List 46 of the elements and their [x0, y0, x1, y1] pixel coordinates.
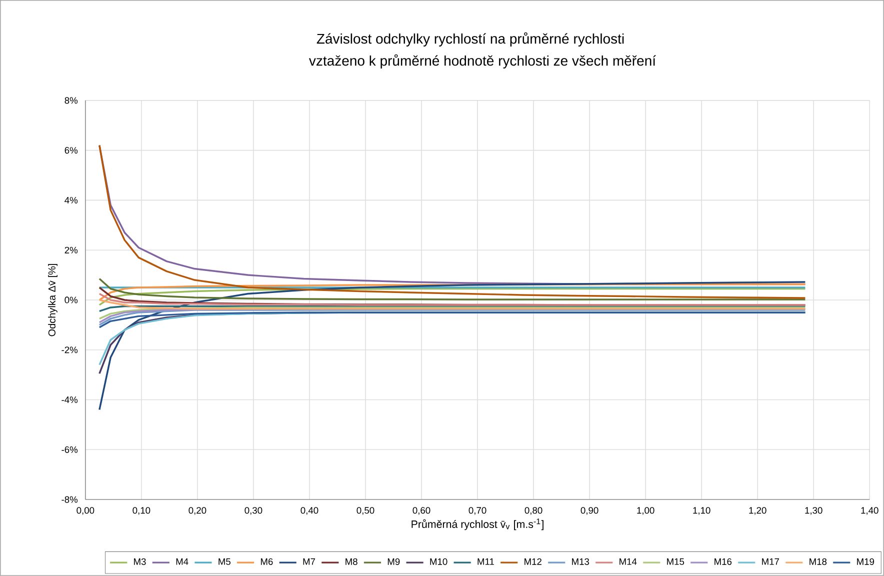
x-tick-label: 0,50 [356, 507, 374, 515]
x-tick-label: 0,80 [524, 507, 542, 515]
legend-label: M9 [388, 558, 400, 565]
x-tick-label: 1,40 [861, 507, 878, 515]
x-tick-label: 1,10 [693, 507, 710, 515]
x-tick-label: 0,40 [300, 507, 318, 515]
legend-label: M12 [524, 558, 542, 565]
legend-label: M17 [762, 558, 779, 565]
legend-label: M16 [714, 558, 732, 565]
x-tick-label: 0,30 [244, 507, 262, 515]
chart-subtitle: vztaženo k průměrné hodnotě rychlosti ze všech měření [308, 54, 656, 69]
x-tick-label: 1,20 [749, 507, 766, 515]
x-tick-label: 0,70 [468, 507, 486, 515]
legend-label: M11 [478, 558, 494, 565]
x-tick-label: 1,00 [637, 507, 654, 515]
y-tick-label: 6% [64, 147, 78, 154]
y-tick-label: -6% [62, 446, 78, 453]
legend-label: M19 [857, 558, 874, 565]
y-tick-label: -4% [62, 396, 78, 404]
x-tick-label: 0,00 [76, 507, 94, 515]
y-tick-label: 4% [64, 196, 78, 204]
y-tick-label: 0% [64, 296, 78, 304]
x-tick-label: 0,10 [132, 507, 150, 515]
x-tick-label: 0,20 [188, 507, 206, 515]
legend-label: M8 [346, 558, 358, 565]
y-tick-label: -2% [62, 346, 78, 354]
y-tick-label: 2% [64, 246, 78, 254]
line-series [98, 281, 806, 411]
y-axis-title: Odchylka Δv̄ [%] [48, 264, 58, 336]
x-tick-label: 1,30 [805, 507, 822, 515]
x-tick-label: 0,90 [580, 507, 598, 515]
legend-label: M14 [620, 558, 637, 565]
legend-label: M13 [572, 558, 590, 565]
legend-label: M5 [218, 558, 230, 565]
legend-label: M3 [134, 558, 146, 565]
x-axis-title: Průměrná rychlost v̄$_{v}$ [m.s$^{-1}$] [412, 518, 544, 530]
legend-label: M7 [303, 558, 316, 565]
legend-label: M15 [667, 558, 684, 565]
x-tick-label: 0,60 [412, 507, 430, 515]
y-tick-label: 8% [64, 97, 78, 104]
legend-label: M10 [430, 558, 448, 565]
legend-label: M18 [810, 558, 827, 565]
chart-title: Závislost odchylky rychlostí na průměrné rychlosti [316, 32, 624, 47]
y-tick-label: -8% [62, 496, 78, 503]
legend-label: M4 [176, 558, 188, 565]
legend-label: M6 [260, 558, 273, 565]
